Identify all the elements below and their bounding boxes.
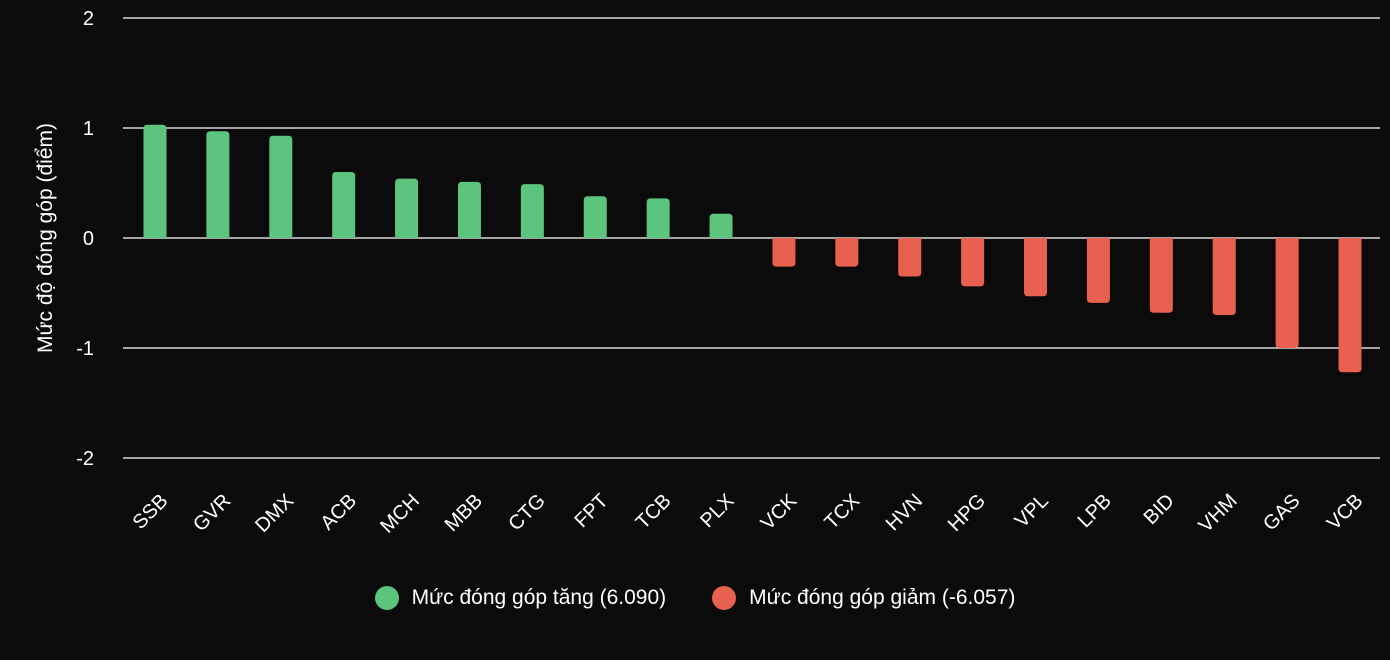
legend-dot-positive bbox=[374, 586, 399, 610]
y-tick-label: -1 bbox=[76, 338, 94, 360]
x-tick-label: TCB bbox=[632, 490, 676, 534]
legend-label-positive: Mức đóng góp tăng (6.090) bbox=[411, 586, 667, 609]
gridlines bbox=[123, 17, 1380, 459]
bar-vcb[interactable] bbox=[1338, 238, 1362, 373]
x-tick-label: LPB bbox=[1074, 490, 1116, 532]
bar-tcb[interactable] bbox=[646, 198, 670, 238]
bar-ctg[interactable] bbox=[520, 184, 544, 238]
x-tick-label: CTG bbox=[504, 490, 549, 535]
bar-acb[interactable] bbox=[332, 172, 356, 238]
legend: Mức đóng góp tăng (6.090) Mức đóng góp g… bbox=[0, 586, 1390, 610]
x-tick-label: PLX bbox=[696, 490, 738, 532]
x-tick-label: HPG bbox=[944, 490, 990, 536]
bar-dmx[interactable] bbox=[269, 135, 293, 238]
bar-gas[interactable] bbox=[1275, 238, 1299, 348]
bar-hvn[interactable] bbox=[898, 238, 922, 277]
x-tick-label: TCX bbox=[820, 490, 864, 534]
x-tick-label: HVN bbox=[882, 490, 927, 535]
x-tick-label: BID bbox=[1140, 490, 1179, 529]
bar-plx[interactable] bbox=[709, 213, 733, 238]
bar-vhm[interactable] bbox=[1212, 238, 1236, 315]
y-axis-title: Mức độ đóng góp (điểm) bbox=[34, 123, 57, 353]
y-tick-label: 0 bbox=[83, 228, 94, 250]
y-axis-ticks: 2 1 0 -1 -2 bbox=[76, 8, 94, 470]
bar-ssb[interactable] bbox=[143, 124, 167, 238]
x-tick-label: ACB bbox=[316, 490, 361, 535]
x-tick-label: FPT bbox=[570, 490, 612, 532]
bar-gvr[interactable] bbox=[206, 131, 230, 238]
x-tick-label: VCK bbox=[757, 489, 802, 534]
x-axis-labels: SSB GVR DMX ACB MCH MBB CTG FPT TCB PLX VCK TCX HVN H… bbox=[129, 489, 1368, 537]
bar-mch[interactable] bbox=[395, 178, 419, 238]
x-tick-label: DMX bbox=[251, 490, 298, 537]
x-tick-label: VCB bbox=[1323, 490, 1368, 535]
bar-lpb[interactable] bbox=[1086, 238, 1110, 303]
bar-hpg[interactable] bbox=[961, 238, 985, 287]
bar-vck[interactable] bbox=[772, 238, 796, 267]
bar-tcx[interactable] bbox=[835, 238, 859, 267]
bars bbox=[143, 124, 1362, 373]
legend-dot-negative bbox=[712, 586, 737, 610]
x-tick-label: SSB bbox=[129, 490, 173, 534]
x-tick-label: MBB bbox=[441, 490, 487, 536]
y-tick-label: -2 bbox=[76, 448, 94, 470]
x-tick-label: MCH bbox=[376, 490, 424, 538]
x-tick-label: VPL bbox=[1011, 490, 1053, 532]
x-tick-label: GVR bbox=[189, 490, 235, 536]
bar-fpt[interactable] bbox=[583, 196, 607, 238]
x-tick-label: VHM bbox=[1195, 490, 1242, 537]
y-tick-label: 1 bbox=[83, 118, 94, 140]
legend-item-positive[interactable]: Mức đóng góp tăng (6.090) bbox=[374, 586, 667, 610]
bar-mbb[interactable] bbox=[457, 181, 481, 238]
x-tick-label: GAS bbox=[1259, 490, 1304, 535]
legend-label-negative: Mức đóng góp giảm (-6.057) bbox=[749, 586, 1016, 609]
bar-vpl[interactable] bbox=[1024, 238, 1048, 297]
legend-item-negative[interactable]: Mức đóng góp giảm (-6.057) bbox=[712, 586, 1015, 610]
y-tick-label: 2 bbox=[83, 8, 94, 30]
bar-bid[interactable] bbox=[1149, 238, 1173, 313]
